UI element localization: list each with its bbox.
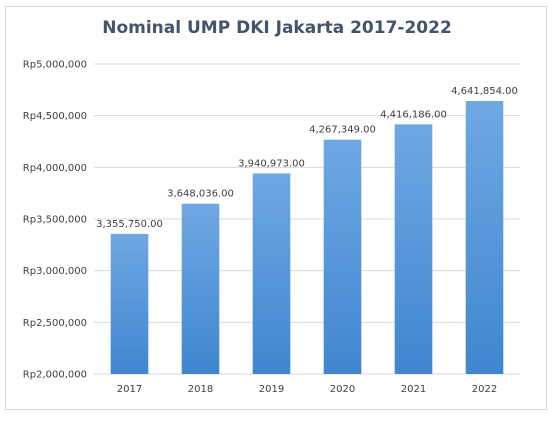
bar-2020 (323, 139, 362, 374)
bars (110, 101, 504, 374)
bar-2021 (394, 124, 433, 374)
y-tick-label: Rp3,000,000 (23, 266, 87, 277)
data-labels: 3,355,750.00 3,648,036.00 3,940,973.00 4,26… (96, 86, 518, 230)
bar-2017 (110, 233, 149, 374)
y-tick-label: Rp5,000,000 (23, 60, 87, 71)
x-tick-label: 2022 (472, 384, 497, 395)
bar-2018 (181, 203, 220, 374)
x-tick-label: 2021 (401, 384, 426, 395)
x-tick-label: 2017 (117, 384, 142, 395)
data-label-2017: 3,355,750.00 (96, 219, 163, 230)
data-label-2018: 3,648,036.00 (167, 189, 234, 200)
y-tick-label: Rp2,000,000 (23, 370, 87, 381)
data-label-2021: 4,416,186.00 (380, 109, 447, 120)
bar-2022 (465, 101, 504, 374)
y-tick-label: Rp3,500,000 (23, 215, 87, 226)
x-axis-ticks: 2017 2018 2019 2020 2021 2022 (117, 384, 497, 395)
data-label-2022: 4,641,854.00 (451, 86, 518, 97)
y-tick-label: Rp4,000,000 (23, 163, 87, 174)
y-axis-ticks: Rp2,000,000 Rp2,500,000 Rp3,000,000 Rp3,500… (23, 60, 87, 381)
y-tick-label: Rp4,500,000 (23, 111, 87, 122)
x-tick-label: 2020 (330, 384, 355, 395)
bar-2019 (252, 173, 291, 374)
chart-title: Nominal UMP DKI Jakarta 2017-2022 (102, 18, 452, 38)
data-label-2019: 3,940,973.00 (238, 158, 305, 169)
y-tick-label: Rp2,500,000 (23, 318, 87, 329)
gridlines (94, 63, 520, 375)
x-tick-label: 2019 (259, 384, 284, 395)
x-tick-label: 2018 (188, 384, 213, 395)
data-label-2020: 4,267,349.00 (309, 125, 376, 136)
